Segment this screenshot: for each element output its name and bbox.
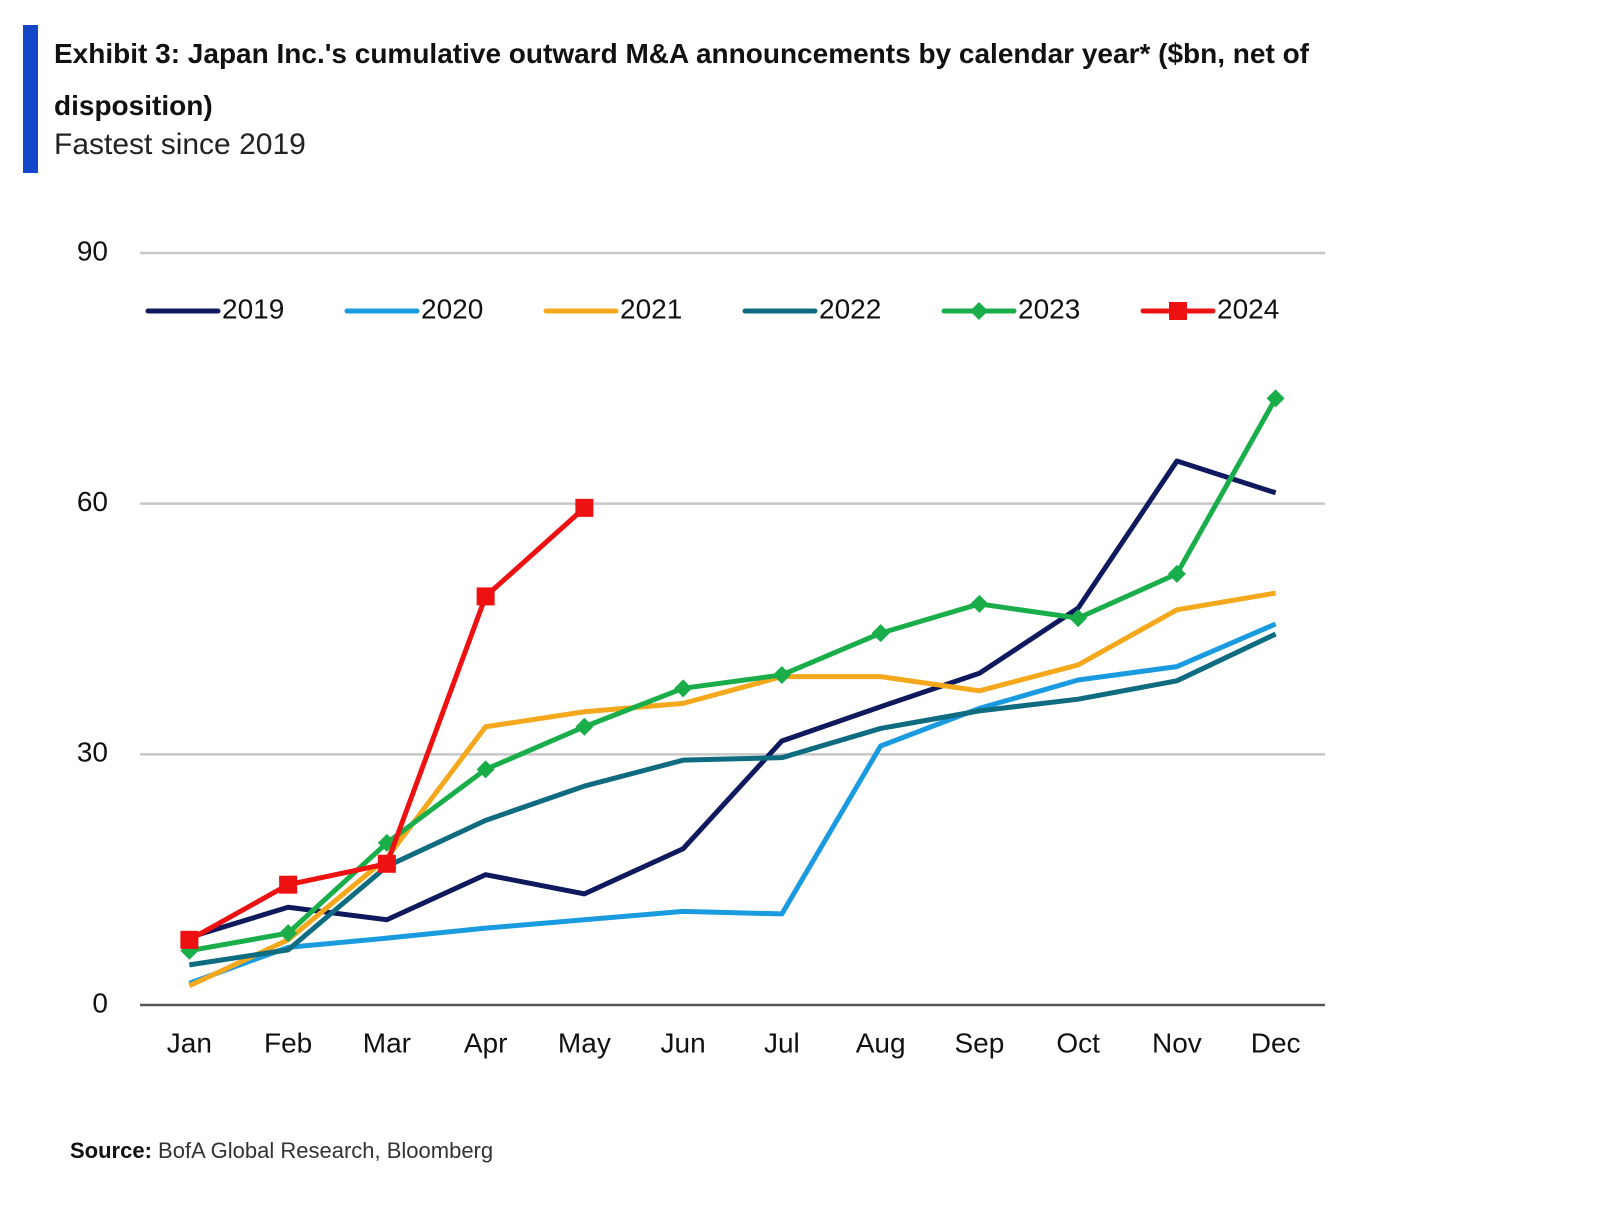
source-text: BofA Global Research, Bloomberg [158, 1138, 494, 1163]
point-marker [476, 587, 495, 606]
point-marker [575, 717, 594, 736]
y-tick-label: 90 [77, 235, 108, 266]
legend-label: 2021 [620, 293, 682, 324]
legend-label: 2020 [421, 293, 483, 324]
source-label: Source: [70, 1138, 152, 1163]
x-tick-label: Aug [856, 1027, 906, 1058]
legend-marker [970, 302, 988, 320]
y-tick-label: 0 [92, 987, 108, 1018]
point-marker [674, 679, 693, 698]
point-marker [575, 498, 594, 517]
series-line [188, 397, 1278, 954]
chart-title: Exhibit 3: Japan Inc.'s cumulative outwa… [54, 38, 1310, 121]
series-line [188, 631, 1277, 968]
y-tick-label: 30 [77, 737, 108, 768]
point-marker [279, 924, 298, 943]
x-tick-label: May [558, 1027, 611, 1058]
x-tick-label: Mar [363, 1027, 411, 1058]
x-tick-label: Dec [1251, 1027, 1301, 1058]
y-tick-label: 60 [77, 486, 108, 517]
legend-label: 2024 [1217, 293, 1279, 324]
series-line [188, 590, 1277, 989]
x-tick-label: Jan [167, 1027, 212, 1058]
point-marker [476, 760, 495, 779]
series-line [188, 458, 1277, 940]
series-line [188, 505, 587, 943]
point-marker [970, 594, 989, 613]
legend-label: 2022 [819, 293, 881, 324]
legend-label: 2019 [222, 293, 284, 324]
legend-label: 2023 [1018, 293, 1080, 324]
x-tick-label: Apr [464, 1027, 508, 1058]
point-marker [180, 930, 199, 949]
x-tick-label: Sep [954, 1027, 1004, 1058]
x-tick-label: Oct [1056, 1027, 1100, 1058]
point-marker [871, 624, 890, 643]
source: Source: BofA Global Research, Bloomberg [70, 1138, 493, 1164]
point-marker [1069, 609, 1088, 628]
point-marker [1266, 389, 1285, 408]
accent-bar [23, 25, 38, 173]
point-marker [1167, 564, 1186, 583]
x-tick-label: Nov [1152, 1027, 1202, 1058]
x-tick-label: Jul [764, 1027, 800, 1058]
series-line [188, 621, 1277, 986]
chart-subtitle: Fastest since 2019 [54, 128, 306, 161]
point-marker [772, 665, 791, 684]
x-tick-label: Feb [264, 1027, 312, 1058]
point-marker [377, 854, 396, 873]
legend-marker [1169, 302, 1187, 320]
x-tick-label: Jun [661, 1027, 706, 1058]
point-marker [279, 875, 298, 894]
